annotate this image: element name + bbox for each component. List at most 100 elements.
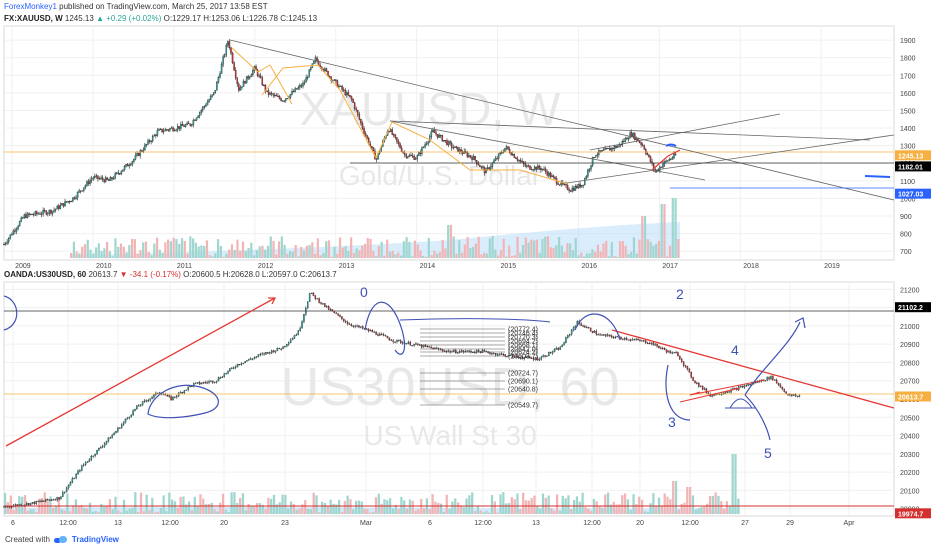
volume-bar [575, 496, 579, 514]
candle-body [234, 70, 237, 79]
volume-bar [304, 500, 307, 514]
candle-body [610, 335, 613, 338]
bottom-price-labels: 21102.2 20613.7 19974.7 [895, 302, 931, 518]
candle-body [490, 166, 492, 170]
candle-body [212, 380, 214, 383]
volume-bar [399, 255, 403, 258]
volume-bar [589, 511, 593, 514]
volume-bar [227, 512, 230, 514]
volume-bar [241, 493, 245, 514]
volume-bar [700, 507, 703, 514]
candle-body [358, 325, 360, 328]
candle-body [213, 92, 215, 95]
candle-body [426, 346, 429, 348]
volume-bar [405, 508, 409, 514]
candle-body [39, 500, 41, 502]
top-symbol[interactable]: FX:XAUUSD, W [4, 14, 63, 23]
candle-body [541, 168, 544, 171]
candle-body [598, 150, 600, 155]
candle-body [239, 87, 242, 91]
candle-body [67, 201, 69, 203]
candle-body [136, 153, 138, 156]
volume-bar [691, 495, 695, 514]
bottom-symbol[interactable]: OANDA:US30USD, 60 [4, 270, 87, 279]
volume-bar [194, 242, 197, 258]
candle-body [413, 155, 415, 160]
candle-body [622, 338, 624, 340]
candle-body [174, 396, 176, 398]
candle-body [580, 185, 583, 188]
volume-bar [686, 487, 689, 514]
candle-body [223, 373, 225, 378]
candle-body [565, 183, 567, 186]
footer-brand[interactable]: TradingView [71, 535, 119, 544]
volume-bar [136, 253, 139, 258]
candle-body [84, 185, 87, 188]
candle-body [112, 178, 115, 180]
top-drawings[interactable] [4, 39, 895, 201]
candle-body [671, 157, 674, 160]
volume-bar [72, 241, 75, 258]
volume-bar [175, 239, 178, 258]
candle-body [599, 150, 602, 152]
candle-body [229, 368, 231, 372]
candle-body [45, 210, 48, 215]
candle-body [108, 179, 110, 181]
candle-body [435, 132, 437, 135]
publisher-user[interactable]: ForexMonkey1 [4, 2, 57, 11]
candle-body [629, 132, 631, 139]
candle-body [270, 92, 273, 95]
top-price-axis[interactable]: 7008009001000110012001300140015001600170… [900, 38, 916, 256]
volume-bar [674, 481, 678, 514]
candle-body [669, 350, 672, 354]
candle-body [424, 144, 426, 148]
candle-body [414, 158, 417, 160]
candle-body [458, 149, 461, 153]
volume-bar [327, 240, 331, 258]
candle-body [606, 334, 609, 337]
candle-body [187, 122, 190, 125]
volume-bar [139, 249, 142, 258]
bottom-time-axis[interactable]: 6 12:00 13 12:00 20 23 Mar 6 12:00 13 12:00 20 12:00… [11, 520, 855, 527]
volume-bar [598, 506, 601, 514]
x-tick-label: 6 [11, 520, 15, 527]
candle-body [358, 114, 361, 120]
top-price-labels: 1245.13 1182.01 1027.03 [895, 150, 931, 199]
fib-label: (20640.8) [508, 387, 538, 394]
candle-body [100, 447, 102, 449]
volume-bar [91, 511, 95, 514]
bottom-drawings[interactable]: (20772.4)(20746.4)(20720.3)(20694.2)(206… [3, 284, 895, 507]
top-time-axis[interactable]: 2009 2010 2011 2012 2013 2014 2015 2016 2017 2018… [15, 263, 840, 270]
volume-bar [321, 501, 324, 514]
candle-body [364, 133, 367, 136]
candle-body [650, 342, 653, 344]
volume-bar [703, 506, 706, 514]
candle-body [324, 303, 326, 307]
candle-body [295, 334, 298, 336]
candle-body [538, 359, 541, 361]
candle-body [521, 161, 523, 163]
candle-body [781, 387, 784, 390]
volume-bar [189, 236, 192, 258]
volume-bar [277, 241, 281, 258]
candle-body [217, 77, 220, 83]
candle-body [489, 352, 491, 354]
x-tick-label: 2018 [743, 263, 759, 270]
volume-bar [244, 510, 247, 514]
candle-body [46, 498, 49, 501]
candle-body [584, 178, 586, 186]
bottom-l-label: L: [261, 270, 269, 279]
volume-bar [117, 510, 120, 514]
candle-body [62, 492, 64, 497]
x-tick-label: 27 [741, 520, 749, 527]
candle-body [208, 381, 210, 383]
candle-body [703, 388, 706, 390]
candle-body [120, 424, 123, 429]
candle-body [48, 499, 51, 501]
volume-bar [168, 492, 171, 514]
volume-bar [380, 241, 383, 258]
candle-body [25, 214, 27, 218]
volume-bar [361, 245, 364, 258]
top-high: 1253.06 [211, 14, 241, 23]
candle-body [450, 142, 453, 148]
